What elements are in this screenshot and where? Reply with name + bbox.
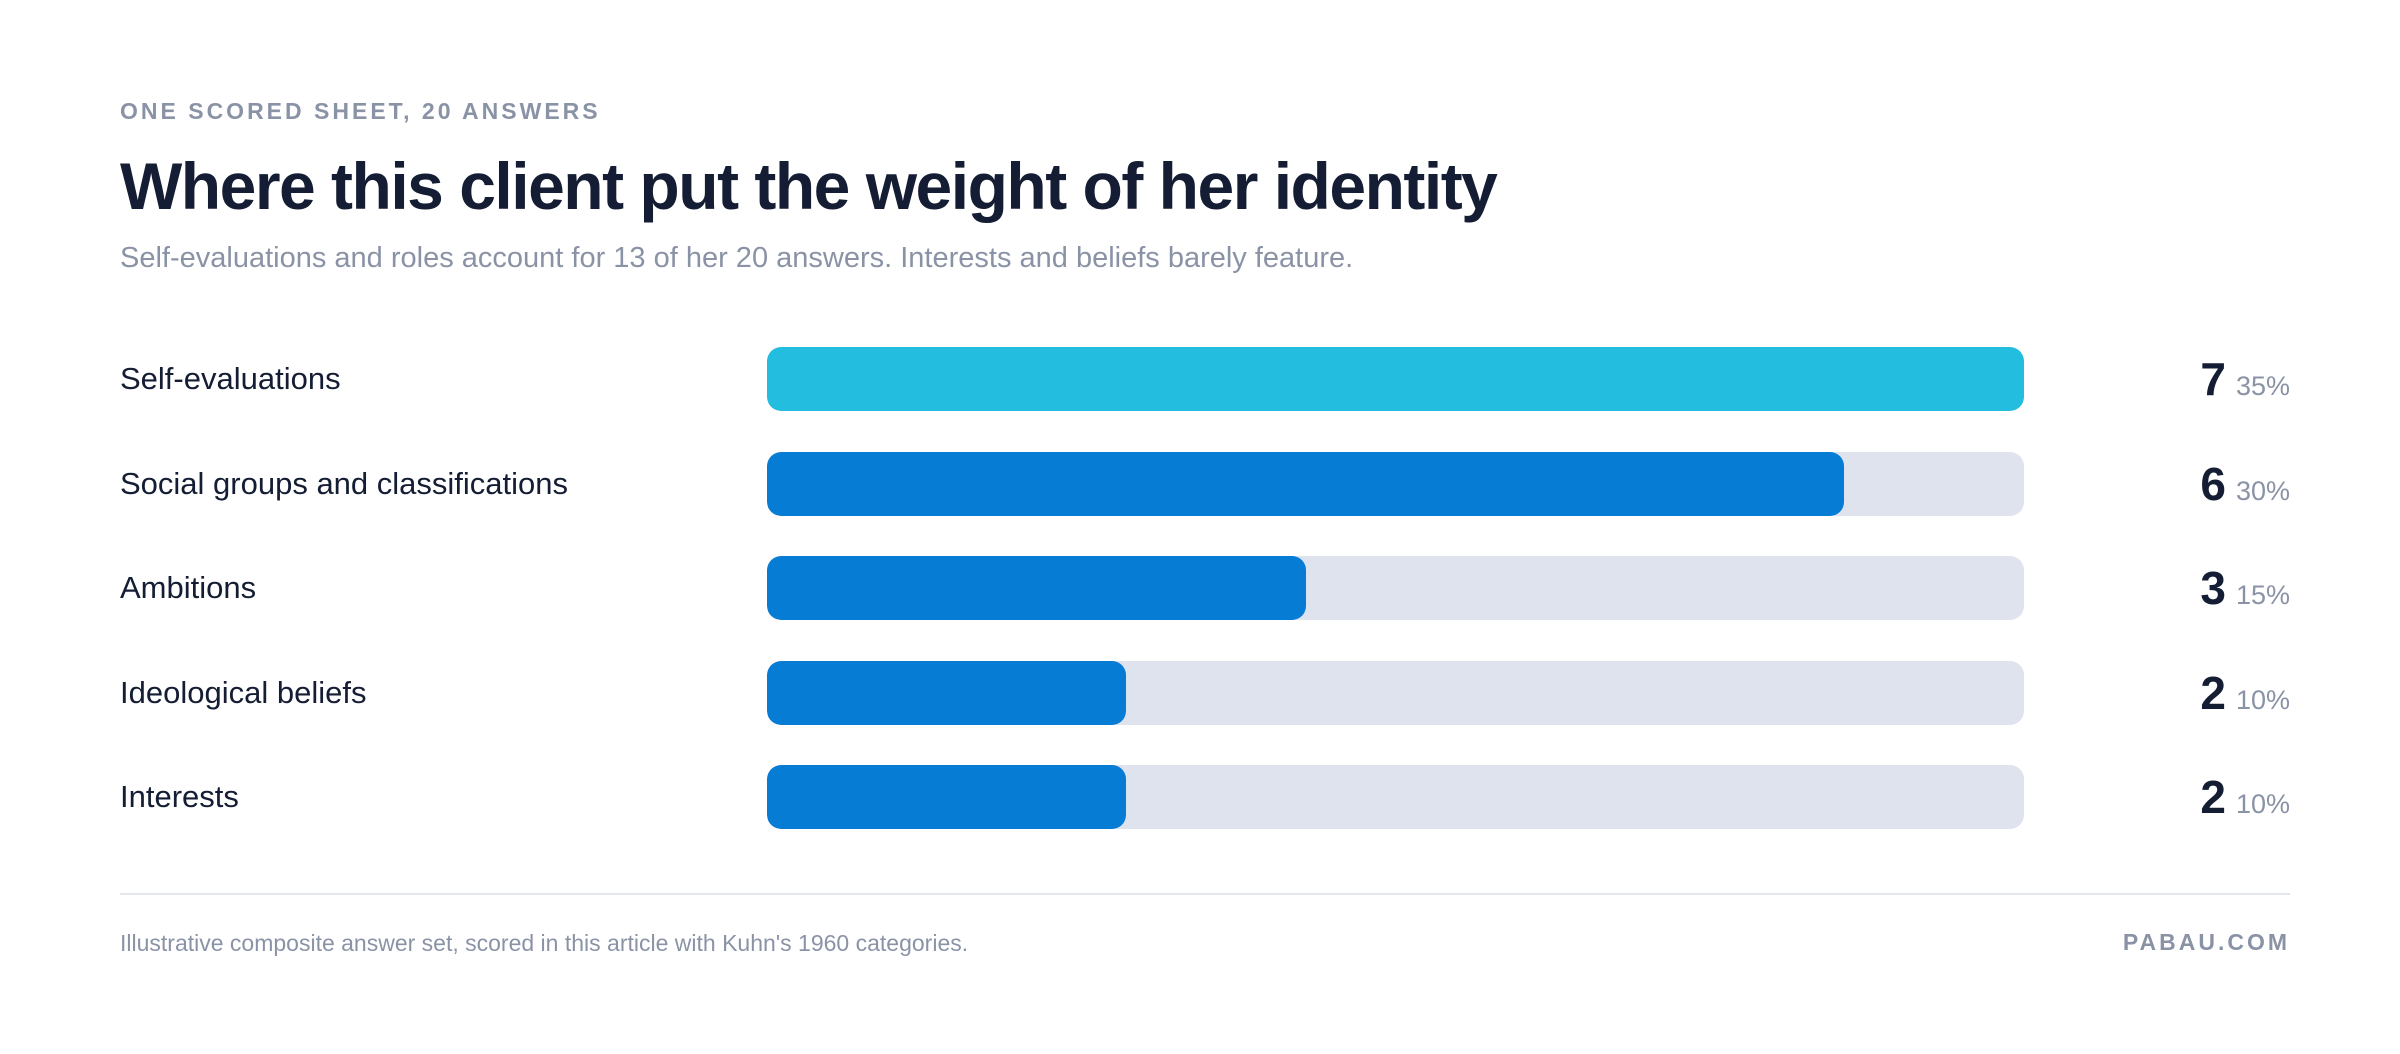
percent-label: 35% xyxy=(2235,371,2290,401)
bar-track xyxy=(767,347,2024,411)
category-label: Ambitions xyxy=(120,570,257,605)
percent-label: 30% xyxy=(2235,476,2290,506)
value-label-group: 2 10% xyxy=(2200,661,2290,725)
bar xyxy=(767,556,1306,620)
count-label: 7 xyxy=(2200,353,2226,405)
count-label: 2 xyxy=(2200,771,2226,823)
category-label: Self-evaluations xyxy=(120,361,341,396)
count-label: 6 xyxy=(2200,458,2226,510)
percent-label: 10% xyxy=(2235,789,2290,819)
category-label: Social groups and classifications xyxy=(120,466,569,501)
value-label-group: 6 30% xyxy=(2200,452,2290,516)
bar xyxy=(767,661,1126,725)
footer-divider xyxy=(120,893,2290,895)
value-label-group: 2 10% xyxy=(2200,765,2290,829)
brand-label: PABAU.COM xyxy=(2122,929,2290,955)
percent-label: 10% xyxy=(2235,685,2290,715)
bar xyxy=(767,347,2024,411)
eyebrow-label: ONE SCORED SHEET, 20 ANSWERS xyxy=(120,98,601,124)
count-label: 3 xyxy=(2200,562,2226,614)
bar-track xyxy=(767,556,2024,620)
bar-track xyxy=(767,452,2024,516)
bar-track xyxy=(767,661,2024,725)
value-label-group: 3 15% xyxy=(2200,556,2290,620)
value-label-group: 7 35% xyxy=(2200,347,2290,411)
chart-subtitle: Self-evaluations and roles account for 1… xyxy=(120,242,1354,274)
percent-label: 15% xyxy=(2235,580,2290,610)
footnote: Illustrative composite answer set, score… xyxy=(120,930,969,956)
bar xyxy=(767,452,1844,516)
bar xyxy=(767,765,1126,829)
category-label: Interests xyxy=(120,779,239,814)
count-label: 2 xyxy=(2200,667,2226,719)
bar-track xyxy=(767,765,2024,829)
category-label: Ideological beliefs xyxy=(120,675,367,710)
chart-title: Where this client put the weight of her … xyxy=(120,149,1498,223)
